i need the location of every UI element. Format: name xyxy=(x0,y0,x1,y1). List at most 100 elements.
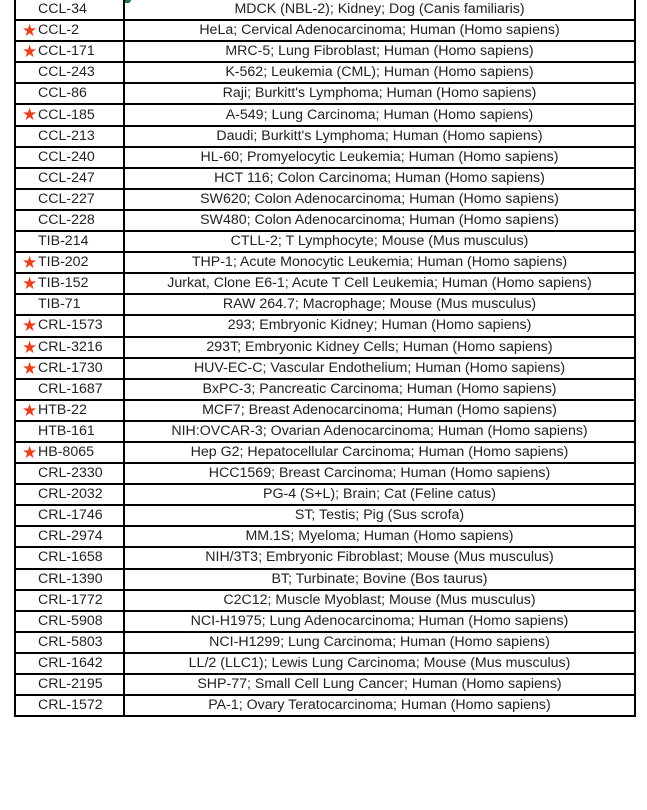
cell-description[interactable]: Daudi; Burkitt's Lymphoma; Human (Homo s… xyxy=(123,124,636,148)
cell-atcc-id[interactable]: CRL-1642 xyxy=(14,651,125,676)
cell-atcc-id[interactable]: CRL-1772 xyxy=(14,588,125,612)
atcc-id-text: HTB-161 xyxy=(38,422,95,439)
cell-atcc-id[interactable]: ★ TIB-202 xyxy=(14,251,125,275)
cell-description[interactable]: LL/2 (LLC1); Lewis Lung Carcinoma; Mouse… xyxy=(123,651,636,676)
cell-description[interactable]: PG-4 (S+L); Brain; Cat (Feline catus) xyxy=(123,483,636,507)
cell-description[interactable]: MCF7; Breast Adenocarcinoma; Human (Homo… xyxy=(123,398,636,422)
table-row: ★ CCL-171 MRC-5; Lung Fibroblast; Human (H… xyxy=(14,40,636,64)
cell-atcc-id[interactable]: CRL-1687 xyxy=(14,377,125,401)
atcc-id-text: CRL-1687 xyxy=(38,380,103,397)
cell-atcc-id[interactable]: CCL-240 xyxy=(14,145,125,169)
cell-description[interactable]: SW480; Colon Adenocarcinoma; Human (Homo… xyxy=(123,208,636,233)
cell-atcc-id[interactable]: CCL-34 xyxy=(14,0,125,22)
atcc-id-text: TIB-152 xyxy=(38,275,89,292)
cell-atcc-id[interactable]: ★ TIB-152 xyxy=(14,272,125,296)
cell-atcc-id[interactable]: CCL-86 xyxy=(14,82,125,106)
table-row: ★ HTB-22 MCF7; Breast Adenocarcinoma; Huma… xyxy=(14,398,636,422)
table-row: CRL-2032 PG-4 (S+L); Brain; Cat (Feline c… xyxy=(14,483,636,507)
cell-atcc-id[interactable]: ★ HB-8065 xyxy=(14,440,125,465)
cell-description[interactable]: MM.1S; Myeloma; Human (Homo sapiens) xyxy=(123,525,636,549)
atcc-id-text: CCL-34 xyxy=(38,1,87,18)
atcc-id-text: CRL-1658 xyxy=(38,549,103,566)
cell-atcc-id[interactable]: ★ HTB-22 xyxy=(14,398,125,422)
atcc-id-text: CRL-2330 xyxy=(38,465,103,482)
cell-atcc-id[interactable]: CRL-5908 xyxy=(14,609,125,633)
atcc-id-text: CRL-3216 xyxy=(38,338,103,355)
cell-description[interactable]: Raji; Burkitt's Lymphoma; Human (Homo sa… xyxy=(123,82,636,106)
cell-atcc-id[interactable]: CRL-1746 xyxy=(14,504,125,528)
cell-description[interactable]: K-562; Leukemia (CML); Human (Homo sapie… xyxy=(123,61,636,85)
cell-description[interactable]: MDCK (NBL-2); Kidney; Dog (Canis familia… xyxy=(123,0,636,22)
cell-atcc-id[interactable]: CCL-243 xyxy=(14,61,125,85)
table-row: HTB-161 NIH:OVCAR-3; Ovarian Adenocarcino… xyxy=(14,419,636,443)
cell-description[interactable]: C2C12; Muscle Myoblast; Mouse (Mus muscu… xyxy=(123,588,636,612)
cell-atcc-id[interactable]: CCL-227 xyxy=(14,187,125,211)
cell-atcc-id[interactable]: CCL-247 xyxy=(14,166,125,190)
cell-description[interactable]: PA-1; Ovary Teratocarcinoma; Human (Homo… xyxy=(123,694,636,718)
cell-description[interactable]: SW620; Colon Adenocarcinoma; Human (Homo… xyxy=(123,187,636,211)
cell-description[interactable]: MRC-5; Lung Fibroblast; Human (Homo sapi… xyxy=(123,40,636,64)
table-row: TIB-71 RAW 264.7; Macrophage; Mouse (Mus … xyxy=(14,293,636,317)
cell-description[interactable]: HeLa; Cervical Adenocarcinoma; Human (Ho… xyxy=(123,19,636,43)
cell-atcc-id[interactable]: CRL-2032 xyxy=(14,483,125,507)
cell-atcc-id[interactable]: TIB-71 xyxy=(14,293,125,317)
table-row: ★ CRL-1730 HUV-EC-C; Vascular Endothelium;… xyxy=(14,356,636,380)
star-icon: ★ xyxy=(22,316,38,336)
cell-atcc-id[interactable]: ★ CCL-2 xyxy=(14,19,125,43)
cell-atcc-id[interactable]: ★ CRL-3216 xyxy=(14,335,125,359)
star-icon: ★ xyxy=(22,358,38,378)
atcc-id-text: CRL-1573 xyxy=(38,317,103,334)
cell-description[interactable]: NCI-H1975; Lung Adenocarcinoma; Human (H… xyxy=(123,609,636,633)
cell-atcc-id[interactable]: CCL-213 xyxy=(14,124,125,148)
cell-description[interactable]: NCI-H1299; Lung Carcinoma; Human (Homo s… xyxy=(123,630,636,654)
cell-description[interactable]: A-549; Lung Carcinoma; Human (Homo sapie… xyxy=(123,103,636,127)
cell-description[interactable]: Jurkat, Clone E6-1; Acute T Cell Leukemi… xyxy=(123,272,636,296)
cell-atcc-id[interactable]: TIB-214 xyxy=(14,230,125,254)
atcc-id-text: CCL-247 xyxy=(38,169,95,186)
cell-atcc-id[interactable]: CRL-1390 xyxy=(14,567,125,591)
cell-atcc-id[interactable]: CRL-2195 xyxy=(14,672,125,697)
cell-description[interactable]: CTLL-2; T Lymphocyte; Mouse (Mus musculu… xyxy=(123,230,636,254)
atcc-id-text: CRL-5803 xyxy=(38,633,103,650)
star-icon: ★ xyxy=(22,42,38,62)
cell-description[interactable]: 293T; Embryonic Kidney Cells; Human (Hom… xyxy=(123,335,636,359)
atcc-id-text: CRL-1572 xyxy=(38,697,103,714)
cell-description[interactable]: ST; Testis; Pig (Sus scrofa) xyxy=(123,504,636,528)
table-row: TIB-214 CTLL-2; T Lymphocyte; Mouse (Mus … xyxy=(14,230,636,254)
table-row: CCL-240 HL-60; Promyelocytic Leukemia; Hu… xyxy=(14,145,636,169)
cell-description[interactable]: HCC1569; Breast Carcinoma; Human (Homo s… xyxy=(123,462,636,486)
cell-atcc-id[interactable]: ★ CRL-1730 xyxy=(14,356,125,380)
table-row: ★ TIB-152 Jurkat, Clone E6-1; Acute T Cell… xyxy=(14,272,636,296)
cell-description[interactable]: BT; Turbinate; Bovine (Bos taurus) xyxy=(123,567,636,591)
cell-atcc-id[interactable]: HTB-161 xyxy=(14,419,125,443)
cell-description[interactable]: RAW 264.7; Macrophage; Mouse (Mus muscul… xyxy=(123,293,636,317)
atcc-id-text: CCL-227 xyxy=(38,190,95,207)
cell-description[interactable]: HUV-EC-C; Vascular Endothelium; Human (H… xyxy=(123,356,636,380)
cell-description[interactable]: Hep G2; Hepatocellular Carcinoma; Human … xyxy=(123,440,636,465)
cell-atcc-id[interactable]: CRL-5803 xyxy=(14,630,125,654)
cell-atcc-id[interactable]: CRL-1658 xyxy=(14,546,125,570)
star-icon: ★ xyxy=(22,337,38,357)
table-row: ★ CCL-185 A-549; Lung Carcinoma; Human (Ho… xyxy=(14,103,636,127)
cell-description[interactable]: HCT 116; Colon Carcinoma; Human (Homo sa… xyxy=(123,166,636,190)
cell-description[interactable]: THP-1; Acute Monocytic Leukemia; Human (… xyxy=(123,251,636,275)
cell-description[interactable]: SHP-77; Small Cell Lung Cancer; Human (H… xyxy=(123,672,636,697)
cell-atcc-id[interactable]: ★ CCL-171 xyxy=(14,40,125,64)
cell-atcc-id[interactable]: CRL-2974 xyxy=(14,525,125,549)
atcc-id-text: CCL-2 xyxy=(38,22,79,39)
cell-atcc-id[interactable]: CRL-2330 xyxy=(14,462,125,486)
cell-atcc-id[interactable]: CCL-228 xyxy=(14,208,125,233)
atcc-id-text: CRL-5908 xyxy=(38,612,103,629)
atcc-id-text: CCL-185 xyxy=(38,106,95,123)
cell-description[interactable]: HL-60; Promyelocytic Leukemia; Human (Ho… xyxy=(123,145,636,169)
table-row: CRL-2195 SHP-77; Small Cell Lung Cancer; … xyxy=(14,672,636,697)
cell-description[interactable]: 293; Embryonic Kidney; Human (Homo sapie… xyxy=(123,314,636,338)
cell-atcc-id[interactable]: ★ CCL-185 xyxy=(14,103,125,127)
cell-atcc-id[interactable]: CRL-1572 xyxy=(14,694,125,718)
atcc-id-text: CRL-1730 xyxy=(38,359,103,376)
cell-description[interactable]: NIH/3T3; Embryonic Fibroblast; Mouse (Mu… xyxy=(123,546,636,570)
cell-description[interactable]: NIH:OVCAR-3; Ovarian Adenocarcinoma; Hum… xyxy=(123,419,636,443)
atcc-id-text: CCL-243 xyxy=(38,64,95,81)
cell-atcc-id[interactable]: ★ CRL-1573 xyxy=(14,314,125,338)
cell-description[interactable]: BxPC-3; Pancreatic Carcinoma; Human (Hom… xyxy=(123,377,636,401)
